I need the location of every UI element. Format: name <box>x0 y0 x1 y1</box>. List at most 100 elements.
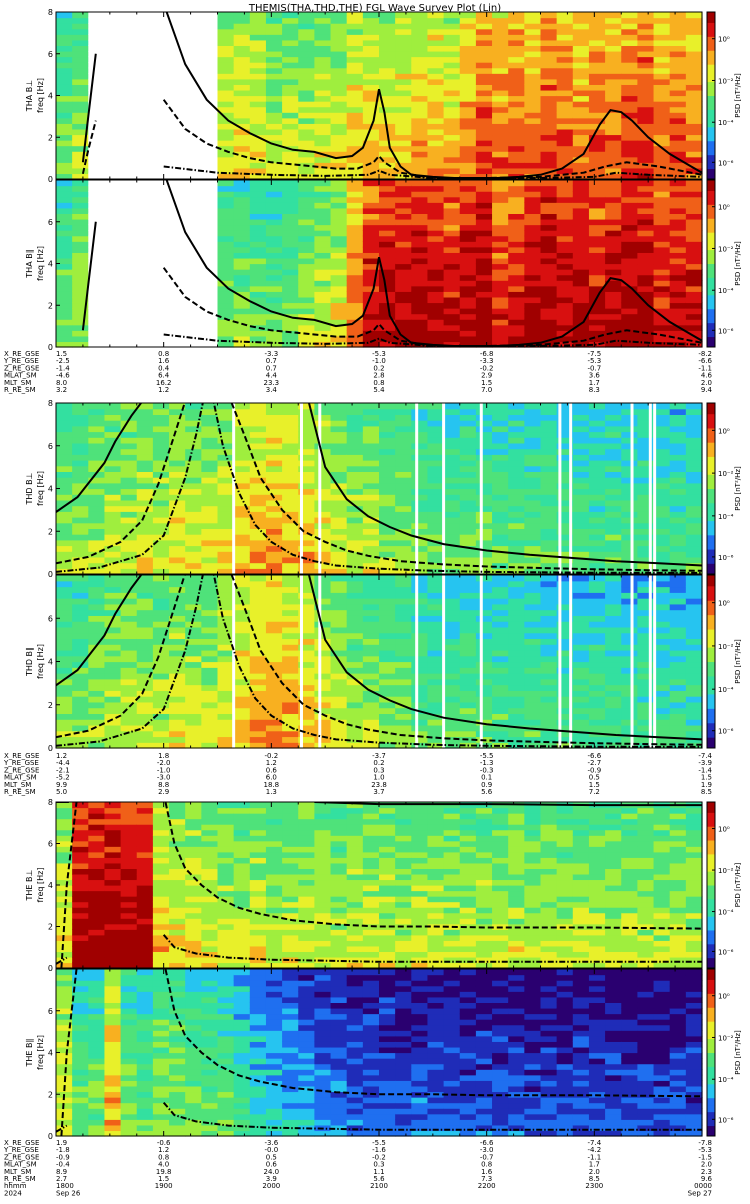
spectrogram-cell <box>72 506 89 512</box>
spectrogram-cell <box>137 336 154 342</box>
spectrogram-cell <box>395 471 412 477</box>
spectrogram-cell <box>218 528 235 534</box>
spectrogram-cell <box>104 679 121 685</box>
spectrogram-cell <box>72 286 89 292</box>
spectrogram-cell <box>314 264 331 270</box>
spectrogram-cell <box>508 18 525 24</box>
spectrogram-cell <box>541 638 558 644</box>
spectrogram-cell <box>589 18 606 24</box>
spectrogram-cell <box>347 12 364 18</box>
spectrogram-cell <box>121 62 138 68</box>
spectrogram-cell <box>686 202 703 208</box>
spectrogram-cell <box>56 269 73 275</box>
spectrogram-cell <box>72 500 89 506</box>
spectrogram-cell <box>605 180 622 186</box>
ephemeris-value: 3.4 <box>266 386 278 394</box>
spectrogram-cell <box>492 650 509 656</box>
spectrogram-cell <box>282 650 299 656</box>
spectrogram-cell <box>266 528 283 534</box>
spectrogram-cell <box>137 443 154 449</box>
spectrogram-cell <box>104 157 121 163</box>
spectrogram-cell <box>137 230 154 236</box>
spectrogram-cell <box>282 112 299 118</box>
spectrogram-cell <box>508 627 525 633</box>
spectrogram-cell <box>492 107 509 113</box>
spectrogram-cell <box>56 252 73 258</box>
spectrogram-cell <box>605 517 622 523</box>
spectrogram-cell <box>395 151 412 157</box>
spectrogram-cell <box>201 679 218 685</box>
spectrogram-cell <box>363 84 380 90</box>
spectrogram-cell <box>347 534 364 540</box>
colorbar-swatch <box>707 172 715 176</box>
spectrogram-cell <box>541 186 558 192</box>
spectrogram-cell <box>508 269 525 275</box>
spectrogram-cell <box>314 219 331 225</box>
spectrogram-cell <box>363 409 380 415</box>
spectrogram-cell <box>331 443 348 449</box>
spectrogram-cell <box>266 213 283 219</box>
spectrogram-cell <box>88 146 105 152</box>
spectrogram-cell <box>427 437 444 443</box>
spectrogram-cell <box>654 264 671 270</box>
spectrogram-cell <box>104 180 121 186</box>
spectrogram-cell <box>298 225 315 231</box>
spectrogram-cell <box>541 314 558 320</box>
spectrogram-cell <box>56 319 73 325</box>
spectrogram-cell <box>444 621 461 627</box>
spectrogram-cell <box>508 471 525 477</box>
spectrogram-cell <box>508 523 525 529</box>
spectrogram-cell <box>314 112 331 118</box>
spectrogram-cell <box>137 57 154 63</box>
spectrogram-cell <box>476 297 493 303</box>
spectrogram-cell <box>379 62 396 68</box>
spectrogram-cell <box>444 725 461 731</box>
spectrogram-cell <box>460 151 477 157</box>
spectrogram-cell <box>637 101 654 107</box>
spectrogram-cell <box>153 18 170 24</box>
spectrogram-cell <box>266 426 283 432</box>
spectrogram-cell <box>573 540 590 546</box>
colorbar-swatch <box>707 284 715 288</box>
spectrogram-cell <box>654 90 671 96</box>
spectrogram-cell <box>56 330 73 336</box>
spectrogram-cell <box>395 225 412 231</box>
spectrogram-cell <box>363 12 380 18</box>
spectrogram-cell <box>686 494 703 500</box>
spectrogram-cell <box>234 134 251 140</box>
spectrogram-cell <box>331 146 348 152</box>
spectrogram-cell <box>88 528 105 534</box>
y-tick-label: 4 <box>48 260 53 269</box>
spectrogram-cell <box>508 587 525 593</box>
spectrogram-cell <box>266 644 283 650</box>
spectrogram-cell <box>201 280 218 286</box>
spectrogram-cell <box>137 314 154 320</box>
spectrogram-cell <box>234 454 251 460</box>
spectrogram-cell <box>218 258 235 264</box>
spectrogram-cell <box>234 644 251 650</box>
spectrogram-cell <box>605 437 622 443</box>
spectrogram-cell <box>395 29 412 35</box>
spectrogram-cell <box>104 297 121 303</box>
spectrogram-cell <box>363 275 380 281</box>
spectrogram-cell <box>282 679 299 685</box>
spectrogram-cell <box>589 23 606 29</box>
spectrogram-cell <box>266 587 283 593</box>
spectrogram-cell <box>88 280 105 286</box>
spectrogram-cell <box>331 679 348 685</box>
spectrogram-cell <box>314 123 331 129</box>
spectrogram-cell <box>476 477 493 483</box>
spectrogram-cell <box>670 225 687 231</box>
spectrogram-cell <box>654 68 671 74</box>
spectrogram-cell <box>427 96 444 102</box>
spectrogram-cell <box>137 627 154 633</box>
spectrogram-cell <box>460 713 477 719</box>
spectrogram-cell <box>670 437 687 443</box>
spectrogram-cell <box>541 325 558 331</box>
spectrogram-cell <box>121 454 138 460</box>
spectrogram-cell <box>250 269 267 275</box>
spectrogram-cell <box>185 403 202 409</box>
colorbar-swatch <box>707 560 715 564</box>
spectrogram-cell <box>169 696 186 702</box>
